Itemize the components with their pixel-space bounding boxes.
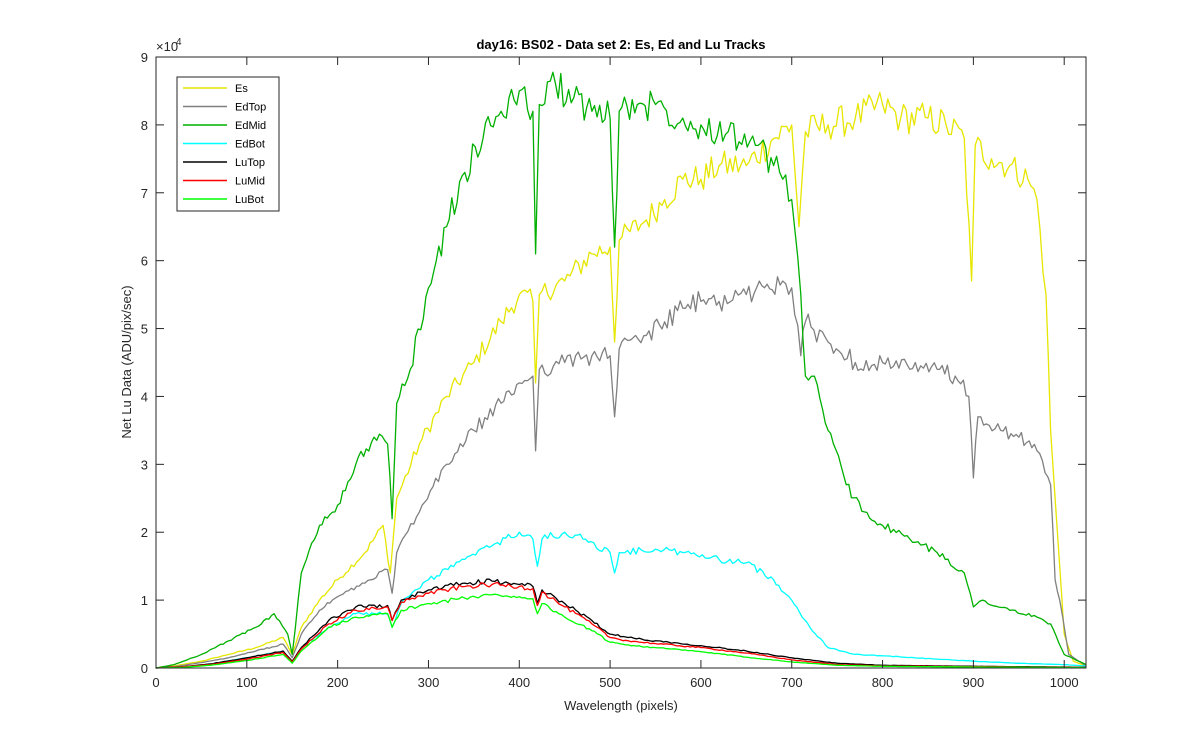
y-tick-label: 6 [141,254,148,269]
y-tick-label: 8 [141,118,148,133]
y-exponent-base: ×10 [156,39,178,54]
x-tick-label: 300 [418,675,440,690]
plot-background [156,57,1086,668]
x-tick-label: 800 [872,675,894,690]
y-exponent-power: 4 [176,37,182,48]
x-tick-label: 400 [508,675,530,690]
series-line-edtop [155,276,1087,669]
y-tick-label: 5 [141,322,148,337]
y-tick-label: 3 [141,457,148,472]
legend-label: LuTop [235,157,265,169]
chart-title: day16: BS02 - Data set 2: Es, Ed and Lu … [476,37,765,52]
plot-frame [155,56,1087,669]
legend-label: EdMid [235,120,266,132]
legend-label: EdTop [235,102,266,114]
y-tick-label: 1 [141,593,148,608]
x-tick-label: 1000 [1050,675,1079,690]
legend-label: LuMid [235,176,265,188]
y-exponent: ×10 4 [156,37,182,54]
y-axis-label: Net Lu Data (ADU/pix/sec) [119,285,134,438]
legend-label: LuBot [235,194,264,206]
x-tick-label: 700 [781,675,803,690]
ticks-layer: 0 100 200 300 400 500 600 700 800 900 1000 0 1 2 3 4 5 6 7… [141,50,1086,690]
series-line-lubot [155,593,1086,669]
y-tick-label: 4 [141,389,148,404]
x-tick-label: 900 [963,675,985,690]
x-tick-label: 0 [152,675,159,690]
series-line-es [155,91,1087,669]
x-tick-label: 100 [236,675,258,690]
x-axis-label: Wavelength (pixels) [564,698,678,713]
series-line-edmid [155,71,1087,669]
y-tick-label: 0 [141,661,148,676]
series-layer [155,71,1087,669]
x-tick-label: 600 [690,675,712,690]
y-tick-label: 9 [141,50,148,65]
legend: Es EdTop EdMid EdBot LuTop LuMid LuBot [176,76,280,212]
legend-label: EdBot [235,139,265,151]
legend-label: Es [235,83,248,95]
x-tick-label: 200 [327,675,349,690]
y-tick-label: 7 [141,186,148,201]
y-tick-label: 2 [141,525,148,540]
x-tick-label: 500 [599,675,621,690]
